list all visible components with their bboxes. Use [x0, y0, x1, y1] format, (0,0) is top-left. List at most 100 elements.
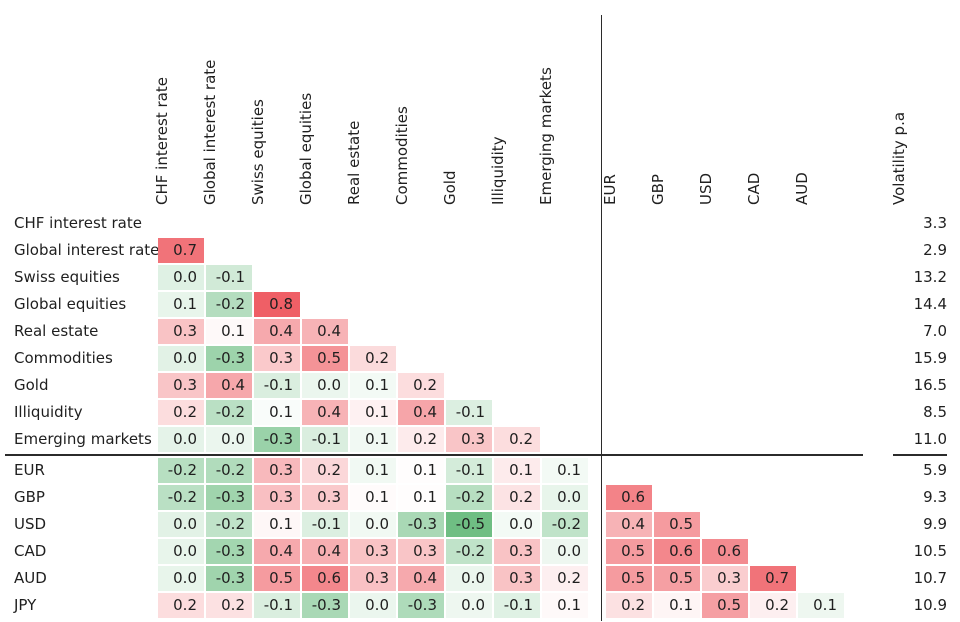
matrix-cell: 0.3 — [350, 539, 396, 564]
matrix-cell: 0.2 — [158, 400, 204, 425]
row-label: Global interest rate — [14, 241, 160, 259]
matrix-cell: 0.0 — [350, 593, 396, 618]
matrix-cell: 0.2 — [398, 427, 444, 452]
row-label: Gold — [14, 376, 49, 394]
matrix-cell: 0.1 — [254, 512, 300, 537]
matrix-cell: 0.1 — [654, 593, 700, 618]
matrix-cell: 0.3 — [254, 346, 300, 371]
volatility-value: 16.5 — [913, 376, 947, 394]
matrix-cell: 0.5 — [654, 512, 700, 537]
column-header: Emerging markets — [537, 67, 555, 205]
matrix-cell: 0.4 — [302, 319, 348, 344]
matrix-cell: -0.2 — [542, 512, 588, 537]
column-header: Global interest rate — [201, 59, 219, 205]
matrix-cell: 0.0 — [158, 427, 204, 452]
matrix-cell: -0.2 — [206, 400, 252, 425]
matrix-cell: 0.0 — [446, 593, 492, 618]
matrix-cell: 0.4 — [254, 539, 300, 564]
volatility-value: 7.0 — [923, 322, 947, 340]
matrix-cell: 0.5 — [702, 593, 748, 618]
matrix-cell: 0.3 — [398, 539, 444, 564]
row-label: JPY — [14, 596, 37, 614]
volatility-value: 9.9 — [923, 515, 947, 533]
matrix-cell: 0.3 — [254, 458, 300, 483]
matrix-cell: 0.0 — [542, 539, 588, 564]
matrix-cell: 0.3 — [158, 319, 204, 344]
matrix-cell: 0.8 — [254, 292, 300, 317]
matrix-cell: 0.4 — [254, 319, 300, 344]
matrix-cell: 0.1 — [398, 485, 444, 510]
matrix-cell: -0.1 — [446, 458, 492, 483]
matrix-cell: 0.5 — [302, 346, 348, 371]
matrix-cell: 0.1 — [350, 373, 396, 398]
volatility-value: 9.3 — [923, 488, 947, 506]
matrix-cell: -0.1 — [494, 593, 540, 618]
column-header: Illiquidity — [489, 136, 507, 205]
matrix-cell: 0.5 — [606, 566, 652, 591]
matrix-cell: 0.1 — [398, 458, 444, 483]
row-label: Emerging markets — [14, 430, 152, 448]
matrix-cell: -0.2 — [158, 485, 204, 510]
matrix-cell: 0.3 — [446, 427, 492, 452]
volatility-value: 10.7 — [913, 569, 947, 587]
volatility-value: 2.9 — [923, 241, 947, 259]
matrix-cell: 0.1 — [350, 427, 396, 452]
matrix-cell: 0.3 — [494, 539, 540, 564]
volatility-value: 10.5 — [913, 542, 947, 560]
matrix-cell: 0.6 — [302, 566, 348, 591]
matrix-cell: -0.2 — [206, 458, 252, 483]
matrix-cell: 0.3 — [254, 485, 300, 510]
matrix-cell: 0.2 — [750, 593, 796, 618]
column-header: Real estate — [345, 120, 363, 205]
matrix-cell: -0.3 — [206, 346, 252, 371]
matrix-cell: -0.5 — [446, 512, 492, 537]
column-header: CHF interest rate — [153, 77, 171, 205]
matrix-cell: -0.3 — [398, 512, 444, 537]
matrix-cell: 0.0 — [158, 566, 204, 591]
row-label: CAD — [14, 542, 47, 560]
column-header: Gold — [441, 170, 459, 206]
matrix-cell: 0.1 — [350, 400, 396, 425]
matrix-cell: 0.2 — [542, 566, 588, 591]
matrix-cell: 0.2 — [350, 346, 396, 371]
matrix-cell: 0.0 — [158, 512, 204, 537]
matrix-cell: 0.3 — [158, 373, 204, 398]
volatility-value: 5.9 — [923, 461, 947, 479]
volatility-value: 3.3 — [923, 214, 947, 232]
matrix-cell: 0.0 — [446, 566, 492, 591]
matrix-cell: 0.1 — [254, 400, 300, 425]
matrix-cell: 0.1 — [798, 593, 844, 618]
matrix-cell: 0.4 — [606, 512, 652, 537]
matrix-cell: -0.2 — [206, 512, 252, 537]
matrix-cell: 0.2 — [206, 593, 252, 618]
matrix-cell: -0.1 — [254, 593, 300, 618]
volatility-header: Volatility p.a — [890, 111, 908, 205]
row-label: Real estate — [14, 322, 99, 340]
matrix-cell: -0.3 — [206, 566, 252, 591]
volatility-value: 10.9 — [913, 596, 947, 614]
matrix-cell: 0.2 — [398, 373, 444, 398]
matrix-cell: 0.1 — [494, 458, 540, 483]
row-label: AUD — [14, 569, 47, 587]
matrix-cell: 0.2 — [302, 458, 348, 483]
matrix-cell: 0.2 — [158, 593, 204, 618]
matrix-cell: -0.1 — [302, 512, 348, 537]
volatility-separator-line — [893, 454, 947, 456]
row-group-separator-line — [5, 454, 863, 456]
matrix-cell: 0.4 — [302, 400, 348, 425]
matrix-cell: -0.1 — [206, 265, 252, 290]
column-header: GBP — [649, 174, 667, 205]
row-label: Illiquidity — [14, 403, 83, 421]
column-header: Swiss equities — [249, 99, 267, 205]
volatility-value: 14.4 — [913, 295, 947, 313]
matrix-cell: 0.6 — [702, 539, 748, 564]
column-header: Global equities — [297, 92, 315, 205]
matrix-cell: -0.3 — [254, 427, 300, 452]
matrix-cell: -0.1 — [446, 400, 492, 425]
matrix-cell: 0.0 — [158, 265, 204, 290]
matrix-cell: -0.2 — [446, 485, 492, 510]
matrix-cell: 0.0 — [494, 512, 540, 537]
matrix-cell: 0.1 — [350, 458, 396, 483]
matrix-cell: 0.7 — [750, 566, 796, 591]
